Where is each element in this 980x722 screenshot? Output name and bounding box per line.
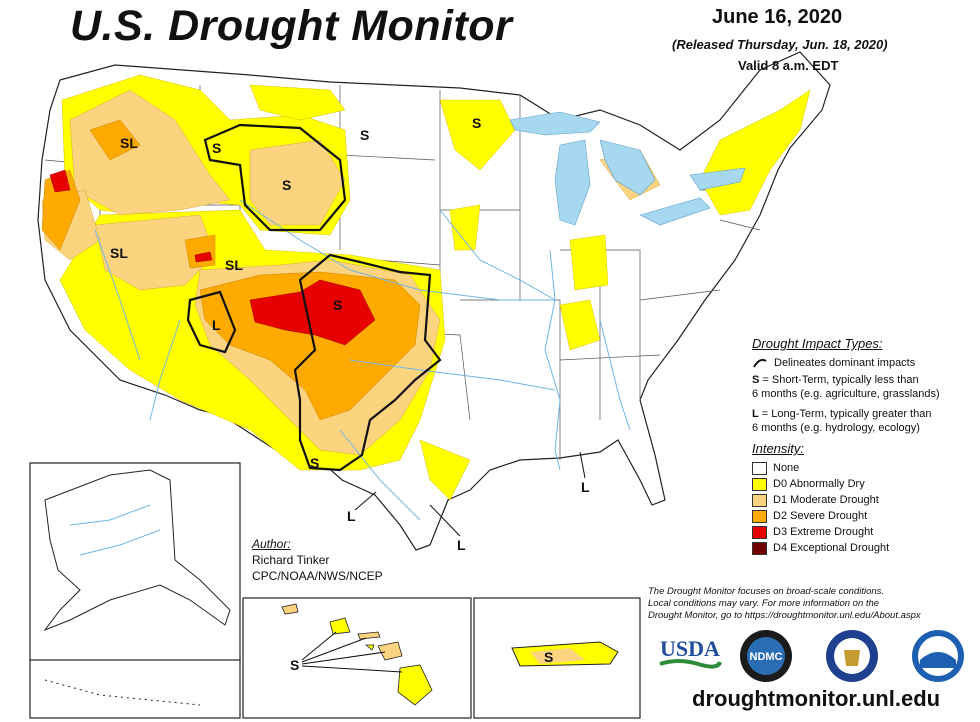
page-title: U.S. Drought Monitor (70, 2, 513, 50)
rivers (94, 199, 631, 521)
legend-item-none: None (752, 460, 977, 476)
label-sl-nevada: SL (110, 245, 128, 261)
delineates-text: Delineates dominant impacts (774, 357, 916, 369)
aleutian-inset (29, 659, 241, 719)
legend: Drought Impact Types: Delineates dominan… (752, 336, 977, 556)
d3-areas (49, 169, 376, 346)
hawaii-islands (281, 603, 433, 706)
release-date: (Released Thursday, Jun. 18, 2020) (672, 37, 888, 52)
legend-item-d0: D0 Abnormally Dry (752, 476, 977, 492)
callout-lines (354, 451, 586, 537)
swatch-none (752, 461, 767, 475)
website-url: droughtmonitor.unl.edu (692, 686, 941, 711)
impact-types-heading: Drought Impact Types: (752, 336, 883, 351)
swatch-d3 (752, 525, 767, 539)
label-s-puerto-rico: S (544, 649, 553, 665)
label-l-gulf: L (581, 479, 590, 495)
author-heading: Author: (252, 537, 291, 551)
svg-text:USDA: USDA (660, 636, 720, 661)
long-term-desc: L = Long-Term, typically greater than 6 … (752, 408, 932, 434)
aleutian-islands (44, 679, 201, 706)
map-date: June 16, 2020 (712, 6, 843, 28)
label-s-minnesota: S (472, 115, 481, 131)
label-l-texas-west: L (347, 508, 356, 524)
impact-delineations (186, 123, 442, 472)
label-l-arizona: L (212, 317, 221, 333)
delineates-row: Delineates dominant impacts (752, 355, 977, 371)
swatch-d0 (752, 477, 767, 491)
label-s-wyoming: S (282, 177, 291, 193)
swatch-d4 (752, 541, 767, 555)
usda-logo: USDA (658, 632, 722, 676)
label-s-montana: S (360, 127, 369, 143)
svg-text:NDMC: NDMC (750, 651, 783, 663)
legend-item-d4: D4 Exceptional Drought (752, 540, 977, 556)
swatch-d2 (752, 509, 767, 523)
alaska-shape (43, 469, 231, 632)
label-sl-oregon: SL (120, 135, 138, 151)
hawaii-callouts (301, 631, 403, 673)
label-s-colorado: S (333, 297, 342, 313)
label-s-texas: S (310, 455, 319, 471)
delineation-line-icon (753, 358, 767, 368)
ndmc-logo: NDMC (738, 628, 794, 684)
label-sl-utah: SL (225, 257, 243, 273)
disclaimer-note: The Drought Monitor focuses on broad-sca… (648, 586, 921, 621)
legend-item-d1: D1 Moderate Drought (752, 492, 977, 508)
label-s-hawaii: S (290, 657, 299, 673)
label-l-texas-south: L (457, 537, 466, 553)
legend-item-d3: D3 Extreme Drought (752, 524, 977, 540)
short-term-desc: S = Short-Term, typically less than 6 mo… (752, 374, 940, 400)
swatch-d1 (752, 493, 767, 507)
author-block: Author: Richard Tinker CPC/NOAA/NWS/NCEP (252, 536, 383, 584)
intensity-heading: Intensity: (752, 441, 805, 456)
puerto-rico-d1 (530, 648, 585, 664)
great-lakes (509, 111, 746, 226)
valid-time: Valid 8 a.m. EDT (738, 58, 839, 73)
noaa-logo (910, 628, 966, 684)
author-name: Richard Tinker (252, 553, 330, 567)
alaska-rivers (69, 504, 161, 556)
legend-item-d2: D2 Severe Drought (752, 508, 977, 524)
commerce-seal-logo (824, 628, 880, 684)
hawaii-inset (242, 597, 472, 719)
author-org: CPC/NOAA/NWS/NCEP (252, 569, 383, 583)
label-s-idaho: S (212, 140, 221, 156)
